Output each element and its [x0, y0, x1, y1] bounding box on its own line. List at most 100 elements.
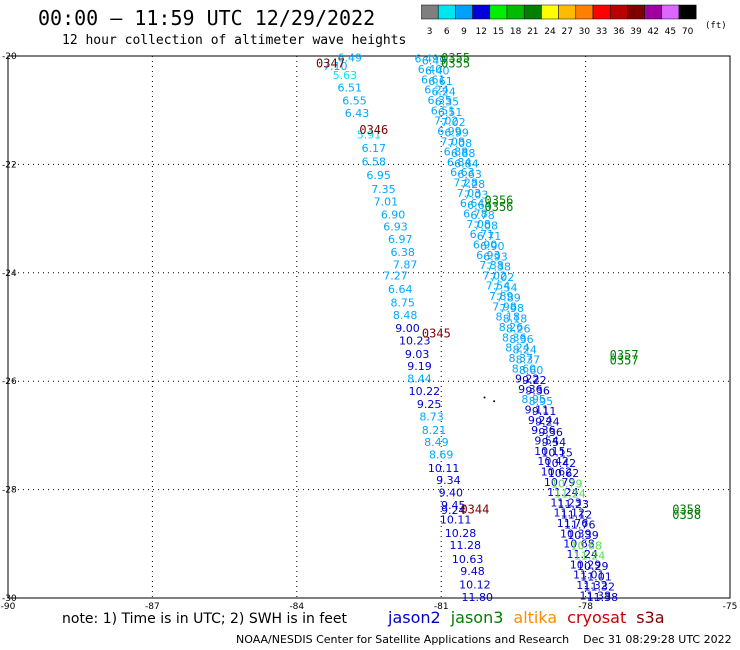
wave-height-label: 6.49 — [337, 52, 362, 65]
wave-height-label: 8.69 — [429, 448, 454, 461]
wave-height-label: 8.36 — [509, 333, 534, 346]
y-tick-label: -28 — [2, 486, 17, 496]
wave-height-label: 9.36 — [525, 385, 550, 398]
wave-height-label: 7.98 — [492, 300, 517, 313]
wave-height-label: 6.71 — [477, 230, 502, 243]
wave-height-label: 11.12 — [561, 508, 593, 521]
wave-height-label: 9.48 — [460, 565, 485, 578]
wave-height-label: 9.54 — [542, 436, 567, 449]
scale-label: 36 — [613, 27, 625, 37]
wave-height-label: 6.90 — [473, 238, 498, 251]
wave-height-label: 6.58 — [362, 156, 387, 169]
wave-height-label: 6.61 — [421, 73, 446, 86]
wave-height-label: 9.34 — [436, 474, 461, 487]
wave-height-label: 11.76 — [557, 517, 589, 530]
scale-label: 27 — [561, 27, 572, 37]
wave-height-label: 9.24 — [528, 414, 553, 427]
wave-height-label: 9.36 — [538, 426, 563, 439]
wave-height-label: 10.29 — [577, 560, 609, 573]
wave-height-label: 8.60 — [519, 364, 544, 377]
wave-height-label: 6.71 — [470, 228, 495, 241]
wave-height-label: 6.35 — [435, 96, 460, 109]
wave-height-label: 7.08 — [448, 137, 473, 150]
wave-height-label: 5.91 — [357, 129, 382, 142]
wave-height-label: 9.11 — [532, 405, 557, 418]
wave-height-label: 6.78 — [470, 209, 495, 222]
scale-label: 24 — [544, 27, 556, 37]
wave-height-label: 11.24 — [547, 486, 579, 499]
wave-height-label: 11.28 — [450, 539, 482, 552]
wave-height-label: 6.88 — [451, 147, 476, 160]
page-subtitle: 12 hour collection of altimeter wave hei… — [62, 33, 407, 48]
x-tick-label: -84 — [289, 602, 304, 610]
x-tick-label: -87 — [145, 602, 160, 610]
x-tick-label: -90 — [1, 602, 16, 610]
time-label: 0355 — [441, 57, 470, 71]
x-tick-label: -81 — [434, 602, 449, 610]
y-tick-label: -22 — [2, 160, 17, 170]
wave-height-label: 11.23 — [558, 498, 590, 511]
wave-height-label: 6.17 — [362, 142, 387, 155]
wave-height-label: 9.45 — [441, 499, 466, 512]
wave-height-label: 6.40 — [425, 65, 450, 78]
wave-height-label: 6.95 — [366, 169, 391, 182]
wave-height-label: 8.18 — [496, 311, 521, 324]
wave-height-label: 10.42 — [545, 457, 577, 470]
wave-height-label: 10.12 — [459, 578, 491, 591]
wave-height-label: 6.64 — [388, 283, 413, 296]
wave-height-label: 9.25 — [417, 398, 442, 411]
wave-height-label: 10.11 — [440, 513, 472, 526]
wave-height-label: 6.49 — [422, 54, 447, 67]
wave-height-label: 11.24 — [574, 550, 606, 563]
wave-height-label: 11.24 — [567, 548, 599, 561]
wave-height-label: 10.11 — [428, 462, 460, 475]
wave-height-label: 9.36 — [518, 383, 543, 396]
scale-label: 30 — [579, 27, 591, 37]
wave-height-label: 9.19 — [407, 360, 432, 373]
wave-height-label: 10.42 — [537, 455, 569, 468]
wave-height-label: 6.35 — [427, 94, 452, 107]
wave-height-label: 8.21 — [422, 424, 447, 437]
time-label: 0356 — [485, 200, 514, 214]
wave-height-label: 5.63 — [333, 69, 358, 82]
wave-height-label: 11.38 — [579, 589, 611, 602]
wave-height-label: 9.22 — [522, 374, 547, 387]
scale-label: 70 — [682, 27, 694, 37]
wave-height-label: 6.93 — [483, 250, 508, 263]
wave-height-label: 6.61 — [428, 75, 453, 88]
scale-label: 45 — [665, 27, 676, 37]
wave-height-label: 7.28 — [461, 178, 486, 191]
wave-height-label: 9.40 — [439, 486, 464, 499]
wave-height-label: 6.24 — [431, 85, 456, 98]
time-label: 0357 — [610, 348, 639, 362]
scale-label: 3 — [427, 27, 433, 37]
time-label: 0345 — [422, 326, 451, 340]
legend-s3a: s3a — [636, 608, 665, 627]
wave-height-label: 9.54 — [534, 435, 559, 448]
time-label: 0358 — [672, 503, 701, 517]
wave-height-label: 7.38 — [487, 261, 512, 274]
page-title: 00:00 — 11:59 UTC 12/29/2022 — [38, 6, 376, 30]
wave-height-label: 6.97 — [388, 233, 413, 246]
wave-height-label: 10.62 — [541, 465, 573, 478]
wave-height-label: 9.22 — [515, 373, 540, 386]
wave-height-label: 7.89 — [496, 292, 521, 305]
wave-height-label: 8.95 — [521, 393, 546, 406]
scale-label: 42 — [647, 27, 658, 37]
time-label: 0358 — [672, 508, 701, 522]
legend-jason2: jason2 — [388, 608, 441, 627]
legend-jason3: jason3 — [450, 608, 504, 627]
scale-label: 39 — [630, 27, 642, 37]
y-tick-label: -30 — [2, 594, 17, 604]
wave-height-label: 8.37 — [508, 352, 533, 365]
data-dot — [493, 400, 496, 403]
map-plot: -90 -87 -84 -81 -78 -75 -20 -22 -24 -26 -28 -30 7.10… — [1, 51, 738, 610]
time-label: 0355 — [441, 51, 470, 65]
data-dot — [483, 396, 486, 399]
wave-height-label: 6.84 — [454, 158, 479, 171]
wave-height-label: 8.95 — [529, 395, 554, 408]
time-label: 0357 — [610, 354, 639, 368]
wave-height-label: 7.03 — [464, 188, 489, 201]
wave-height-label: 6.93 — [476, 249, 501, 262]
color-scale-legend: 3 6 9 12 15 18 21 24 27 30 33 36 39 42 45 70 — [421, 4, 697, 37]
